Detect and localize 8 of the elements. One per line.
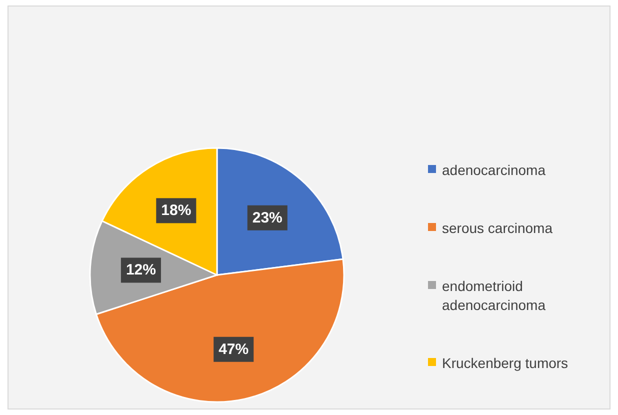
legend-label: Kruckenberg tumors	[442, 355, 568, 371]
legend-label: serous carcinoma	[442, 220, 553, 236]
data-label: 47%	[218, 340, 249, 358]
data-label: 23%	[252, 209, 282, 226]
data-label: 12%	[126, 262, 156, 279]
data-label: 18%	[161, 202, 192, 220]
legend-label: adenocarcinoma	[442, 162, 546, 178]
legend-label: endometrioid adenocarcinoma	[442, 278, 546, 313]
